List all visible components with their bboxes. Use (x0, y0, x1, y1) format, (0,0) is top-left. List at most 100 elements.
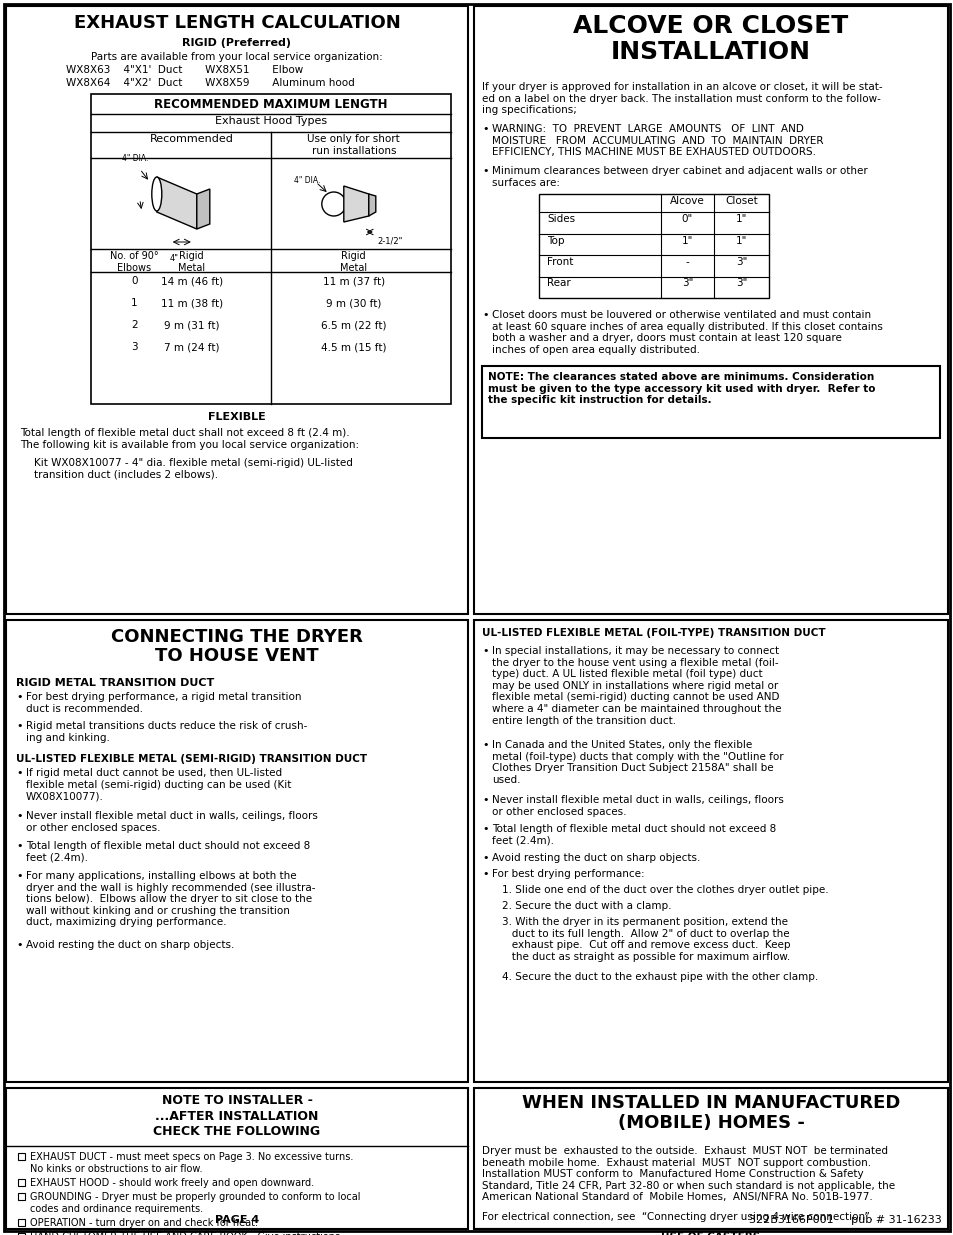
Text: EXHAUST HOOD - should work freely and open downward.: EXHAUST HOOD - should work freely and op… (30, 1178, 314, 1188)
Text: 4. Secure the duct to the exhaust pipe with the other clamp.: 4. Secure the duct to the exhaust pipe w… (501, 972, 818, 982)
Text: If rigid metal duct cannot be used, then UL-listed
flexible metal (semi-rigid) d: If rigid metal duct cannot be used, then… (26, 768, 291, 802)
Bar (18, 1179, 25, 1186)
Text: 2: 2 (131, 320, 137, 330)
Text: OPERATION - turn dryer on and check for heat.: OPERATION - turn dryer on and check for … (30, 1218, 257, 1228)
Text: For best drying performance, a rigid metal transition
duct is recommended.: For best drying performance, a rigid met… (26, 692, 301, 714)
Polygon shape (343, 186, 369, 222)
Text: 1": 1" (735, 214, 746, 224)
Text: •: • (16, 940, 23, 950)
Text: 4": 4" (169, 254, 178, 263)
Bar (6, 6, 468, 614)
Text: 4.5 m (15 ft): 4.5 m (15 ft) (321, 342, 386, 352)
Text: Rigid metal transitions ducts reduce the risk of crush-
ing and kinking.: Rigid metal transitions ducts reduce the… (26, 721, 307, 742)
Text: Minimum clearances between dryer cabinet and adjacent walls or other
surfaces ar: Minimum clearances between dryer cabinet… (492, 165, 867, 188)
Text: Rear: Rear (546, 279, 570, 289)
Bar (474, 620, 947, 1082)
Text: For electrical connection, see  “Connecting dryer using 4 wire connection”.: For electrical connection, see “Connecti… (481, 1212, 872, 1221)
Text: 2. Secure the duct with a clamp.: 2. Secure the duct with a clamp. (501, 902, 671, 911)
Text: Recommended: Recommended (150, 135, 233, 144)
Ellipse shape (152, 177, 162, 211)
Polygon shape (196, 189, 210, 228)
Bar (18, 1153, 25, 1160)
Bar (538, 194, 768, 298)
Text: Dryer must be  exhausted to the outside.  Exhaust  MUST NOT  be terminated
benea: Dryer must be exhausted to the outside. … (481, 1146, 894, 1203)
Text: Total length of flexible metal duct shall not exceed 8 ft (2.4 m).
The following: Total length of flexible metal duct shal… (20, 429, 358, 450)
Text: Avoid resting the duct on sharp objects.: Avoid resting the duct on sharp objects. (492, 853, 700, 863)
Text: Top: Top (546, 236, 564, 246)
Text: -: - (685, 257, 688, 267)
Text: ALCOVE OR CLOSET
INSTALLATION: ALCOVE OR CLOSET INSTALLATION (573, 14, 848, 64)
Circle shape (321, 191, 345, 216)
Text: Alcove: Alcove (669, 196, 704, 206)
Polygon shape (156, 177, 196, 228)
Text: •: • (481, 824, 488, 834)
Text: HAND CUSTOMER THE USE AND CARE BOOK - Give instructions
on operating the dryer -: HAND CUSTOMER THE USE AND CARE BOOK - Gi… (30, 1233, 340, 1235)
Text: •: • (481, 740, 488, 750)
Text: WHEN INSTALLED IN MANUFACTURED
(MOBILE) HOMES -: WHEN INSTALLED IN MANUFACTURED (MOBILE) … (521, 1094, 900, 1132)
Text: 7 m (24 ft): 7 m (24 ft) (164, 342, 219, 352)
Text: RECOMMENDED MAXIMUM LENGTH: RECOMMENDED MAXIMUM LENGTH (154, 98, 387, 111)
Text: 322B3166P001     pub # 31-16233: 322B3166P001 pub # 31-16233 (748, 1215, 941, 1225)
Text: WX8X63    4"X1'  Duct       WX8X51       Elbow: WX8X63 4"X1' Duct WX8X51 Elbow (66, 65, 303, 75)
Text: 11 m (37 ft): 11 m (37 ft) (322, 275, 384, 287)
Text: 3": 3" (735, 257, 746, 267)
Text: RIGID (Preferred): RIGID (Preferred) (182, 38, 292, 48)
Text: 3": 3" (735, 279, 746, 289)
Text: In special installations, it may be necessary to connect
the dryer to the house : In special installations, it may be nece… (492, 646, 781, 726)
Text: PAGE 4: PAGE 4 (214, 1215, 259, 1225)
Text: 1. Slide one end of the duct over the clothes dryer outlet pipe.: 1. Slide one end of the duct over the cl… (501, 885, 828, 895)
Text: 11 m (38 ft): 11 m (38 ft) (160, 298, 223, 308)
Bar (6, 620, 468, 1082)
Bar (91, 94, 451, 404)
Text: For many applications, installing elbows at both the
dryer and the wall is highl: For many applications, installing elbows… (26, 871, 315, 927)
Text: Never install flexible metal duct in walls, ceilings, floors
or other enclosed s: Never install flexible metal duct in wal… (26, 811, 317, 832)
Text: •: • (16, 841, 23, 851)
Text: 3. With the dryer in its permanent position, extend the
   duct to its full leng: 3. With the dryer in its permanent posit… (501, 918, 790, 962)
Text: NOTE TO INSTALLER -
...AFTER INSTALLATION
CHECK THE FOLLOWING: NOTE TO INSTALLER - ...AFTER INSTALLATIO… (153, 1094, 320, 1137)
Bar (474, 6, 947, 614)
Text: 4" DIA.: 4" DIA. (294, 177, 320, 185)
Text: NOTE: The clearances stated above are minimums. Consideration
must be given to t: NOTE: The clearances stated above are mi… (488, 372, 875, 405)
Text: 3: 3 (131, 342, 137, 352)
Text: USE OF CASTERS
(120V PORTABLE MODELS ONLY): USE OF CASTERS (120V PORTABLE MODELS ONL… (616, 1233, 804, 1235)
Text: •: • (481, 853, 488, 863)
Text: 3": 3" (681, 279, 692, 289)
Text: •: • (481, 310, 488, 320)
Bar (474, 1088, 947, 1229)
Text: Total length of flexible metal duct should not exceed 8
feet (2.4m).: Total length of flexible metal duct shou… (26, 841, 310, 862)
Text: 4" DIA.: 4" DIA. (122, 154, 148, 163)
Text: Front: Front (546, 257, 573, 267)
Text: Rigid
Metal: Rigid Metal (178, 251, 205, 273)
Bar (18, 1193, 25, 1200)
Text: In Canada and the United States, only the flexible
metal (foil-type) ducts that : In Canada and the United States, only th… (492, 740, 782, 784)
Text: 0": 0" (681, 214, 692, 224)
Text: UL-LISTED FLEXIBLE METAL (SEMI-RIGID) TRANSITION DUCT: UL-LISTED FLEXIBLE METAL (SEMI-RIGID) TR… (16, 755, 367, 764)
Text: Total length of flexible metal duct should not exceed 8
feet (2.4m).: Total length of flexible metal duct shou… (492, 824, 776, 846)
Text: 1": 1" (735, 236, 746, 246)
Text: •: • (481, 165, 488, 177)
Text: 9 m (31 ft): 9 m (31 ft) (164, 320, 219, 330)
Text: 0: 0 (131, 275, 137, 287)
Text: Use only for short
run installations: Use only for short run installations (307, 135, 399, 156)
Text: No. of 90°
Elbows: No. of 90° Elbows (110, 251, 158, 273)
Text: FLEXIBLE: FLEXIBLE (208, 412, 266, 422)
Text: 1: 1 (131, 298, 137, 308)
Text: Exhaust Hood Types: Exhaust Hood Types (214, 116, 327, 126)
Text: Closet doors must be louvered or otherwise ventilated and must contain
at least : Closet doors must be louvered or otherwi… (492, 310, 882, 354)
Bar (6, 1088, 468, 1229)
Text: •: • (481, 124, 488, 135)
Text: •: • (481, 795, 488, 805)
Text: RIGID METAL TRANSITION DUCT: RIGID METAL TRANSITION DUCT (16, 678, 214, 688)
Text: •: • (16, 768, 23, 778)
Text: Never install flexible metal duct in walls, ceilings, floors
or other enclosed s: Never install flexible metal duct in wal… (492, 795, 783, 816)
Polygon shape (369, 194, 375, 216)
Text: EXHAUST DUCT - must meet specs on Page 3. No excessive turns.
No kinks or obstru: EXHAUST DUCT - must meet specs on Page 3… (30, 1152, 353, 1173)
Text: CONNECTING THE DRYER
TO HOUSE VENT: CONNECTING THE DRYER TO HOUSE VENT (111, 629, 362, 666)
Text: For best drying performance:: For best drying performance: (492, 869, 644, 879)
Text: 2-1/2": 2-1/2" (377, 236, 403, 245)
Bar (18, 1219, 25, 1226)
Text: •: • (481, 646, 488, 656)
Text: GROUNDING - Dryer must be properly grounded to conform to local
codes and ordina: GROUNDING - Dryer must be properly groun… (30, 1192, 360, 1214)
Text: WARNING:  TO  PREVENT  LARGE  AMOUNTS   OF  LINT  AND
MOISTURE   FROM  ACCUMULAT: WARNING: TO PREVENT LARGE AMOUNTS OF LIN… (492, 124, 822, 157)
Text: •: • (16, 871, 23, 881)
